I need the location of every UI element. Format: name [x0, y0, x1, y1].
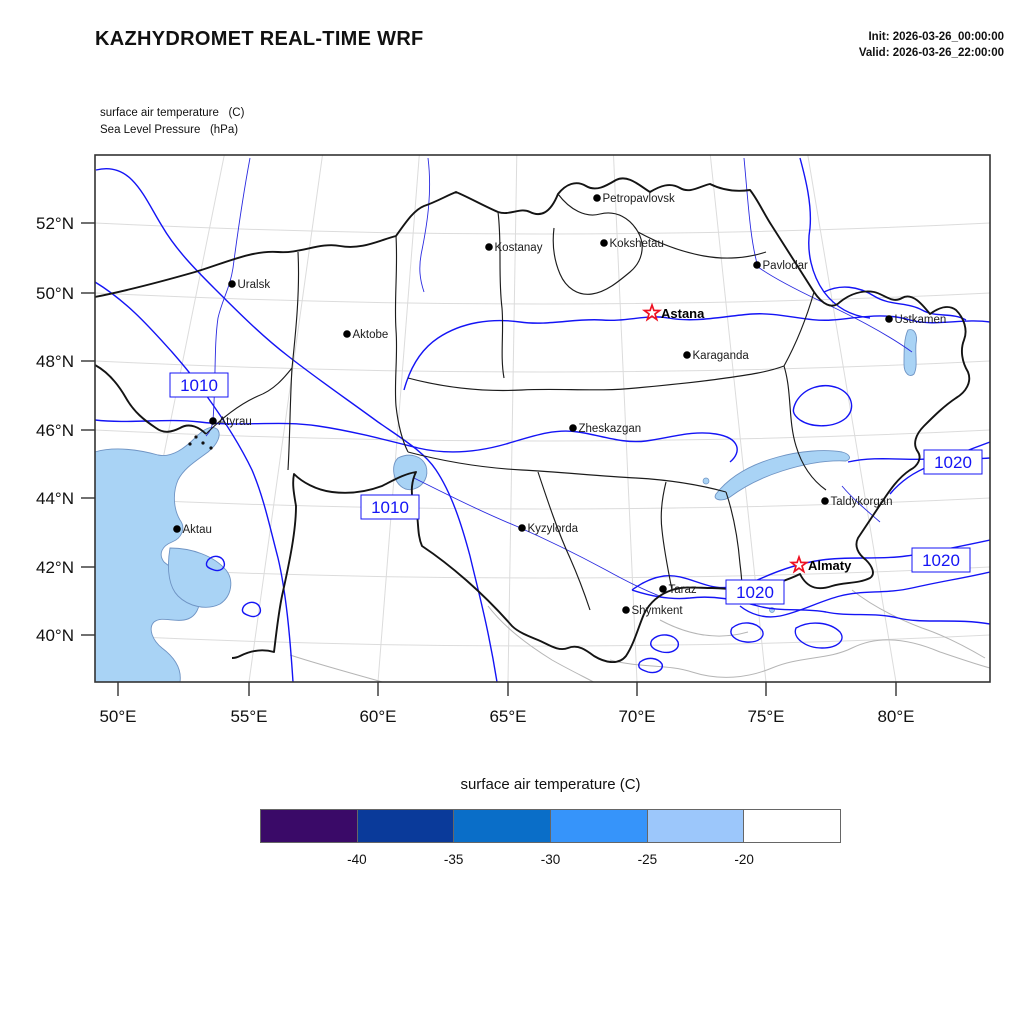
pressure-label: 1020 [736, 583, 774, 602]
city-label: Uralsk [238, 279, 271, 291]
city-dot-uralsk [228, 280, 236, 288]
colorbar-tick-label: -20 [734, 852, 754, 867]
lat-tick-label: 46°N [36, 421, 74, 440]
colorbar-segment [550, 809, 648, 843]
weather-map: 1010 1010 1020 1020 1020 Petropavlovsk Kokshe… [36, 154, 991, 726]
city-dot-taldykorgan [821, 497, 829, 505]
pressure-label: 1020 [934, 453, 972, 472]
city-dot-kostanay [485, 243, 493, 251]
colorbar-segment [743, 809, 842, 843]
city-dot-ustkamen [885, 315, 893, 323]
longitude-axis: 50°E 55°E 60°E 65°E 70°E 75°E 80°E [99, 682, 915, 726]
lat-tick-label: 44°N [36, 489, 74, 508]
city-dot-kyzylorda [518, 524, 526, 532]
pressure-label: 1010 [371, 498, 409, 517]
lake-zaysan [903, 329, 917, 376]
map-frame [94, 154, 991, 683]
field-subtitle: surface air temperature (C) Sea Level Pre… [100, 105, 244, 140]
lat-tick-label: 40°N [36, 626, 74, 645]
pressure-label: 1020 [922, 551, 960, 570]
city-dot-petropavlovsk [593, 194, 601, 202]
lon-tick-label: 50°E [99, 707, 136, 726]
pressure-labels: 1010 1010 1020 1020 1020 [169, 372, 983, 605]
city-dot-aktobe [343, 330, 351, 338]
city-label: Karaganda [693, 350, 750, 362]
pressure-label-box [911, 547, 971, 573]
city-dot-zheskazgan [569, 424, 577, 432]
lon-tick-label: 80°E [877, 707, 914, 726]
colorbar-tick-label: -35 [443, 852, 464, 867]
valid-timestamp: Valid: 2026-03-26_22:00:00 [858, 46, 1004, 59]
city-label: Kostanay [495, 242, 543, 254]
oblast-borders [205, 193, 827, 611]
pressure-label-box [923, 449, 983, 475]
city-label: Pavlodar [763, 260, 809, 272]
city-label: Shymkent [632, 605, 684, 617]
city-dot-karaganda [683, 351, 691, 359]
city-label: Kyzylorda [528, 523, 579, 535]
colorbar-tick-label: -40 [347, 852, 367, 867]
pressure-label: 1010 [180, 376, 218, 395]
lat-tick-label: 52°N [36, 214, 74, 233]
lon-tick-label: 75°E [747, 707, 784, 726]
city-dot-atyrau [209, 417, 217, 425]
colorbar-segment [260, 809, 358, 843]
colorbar [260, 809, 842, 843]
colorbar-segment [646, 809, 745, 843]
city-dot-kokshetau [600, 239, 608, 247]
subtitle-line1: surface air temperature (C) [100, 107, 245, 119]
city-label: Kokshetau [610, 238, 664, 250]
page-title: KAZHYDROMET REAL-TIME WRF [95, 28, 424, 50]
city-label: Almaty [808, 558, 852, 573]
river-delta-mark [201, 441, 205, 445]
lat-tick-label: 42°N [36, 558, 74, 577]
kara-bogaz-gulf [167, 547, 232, 608]
city-label: Atyrau [219, 416, 252, 428]
lon-tick-label: 55°E [230, 707, 267, 726]
lat-tick-label: 48°N [36, 352, 74, 371]
colorbar-tick-label: -30 [540, 852, 561, 867]
city-star-almaty [788, 554, 810, 574]
city-label: Aktobe [353, 329, 389, 341]
small-lake [702, 477, 710, 485]
pressure-label-box [725, 579, 785, 605]
subtitle-line2: Sea Level Pressure (hPa) [100, 124, 239, 137]
colorbar-segment [356, 809, 455, 843]
lon-tick-label: 60°E [359, 707, 396, 726]
lon-tick-label: 65°E [489, 707, 526, 726]
river-delta-mark [194, 435, 198, 439]
colorbar-title: surface air temperature (C) [460, 776, 641, 793]
city-dot-pavlodar [753, 261, 761, 269]
river-delta-mark [188, 442, 192, 446]
latitude-axis: 52°N 50°N 48°N 46°N 44°N 42°N 40°N [36, 214, 95, 645]
pressure-label-box [360, 494, 420, 520]
lon-tick-label: 70°E [618, 707, 655, 726]
run-timestamps: Init: 2026-03-26_00:00:00 Valid: 2026-03… [859, 30, 1004, 61]
city-label: Zheskazgan [579, 423, 642, 435]
city-label: Taraz [669, 584, 697, 596]
river-delta-mark [209, 446, 213, 450]
city-star-astana [641, 302, 663, 322]
lake-balkhash [714, 450, 850, 501]
city-markers: Petropavlovsk Kokshetau Kostanay Pavlodar Ur… [173, 193, 946, 617]
colorbar-tick-label: -25 [637, 852, 658, 867]
init-timestamp: Init: 2026-03-26_00:00:00 [868, 31, 1004, 43]
lat-tick-label: 50°N [36, 284, 74, 303]
city-dot-shymkent [622, 606, 630, 614]
city-dot-aktau [173, 525, 181, 533]
city-label: Ustkamen [895, 314, 947, 326]
pressure-label-box [169, 372, 229, 398]
colorbar-segment [453, 809, 552, 843]
city-dot-taraz [659, 585, 667, 593]
city-label: Taldykorgan [831, 496, 893, 508]
city-label: Petropavlovsk [603, 193, 675, 205]
city-label: Aktau [183, 524, 212, 536]
city-label: Astana [661, 306, 705, 321]
